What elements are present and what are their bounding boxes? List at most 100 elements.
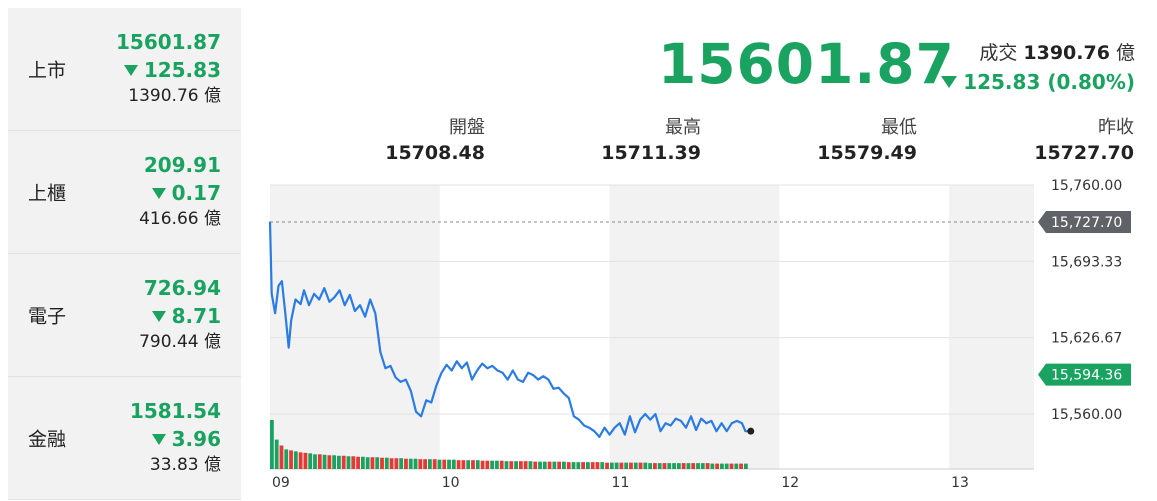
volume-bar (624, 462, 629, 469)
market-change: 3.96 (130, 425, 221, 453)
volume-bar (715, 463, 720, 469)
turnover-line: 成交 1390.76 億 (979, 38, 1135, 65)
volume-bar (389, 458, 394, 469)
last-price-badge-label: 15,594.36 (1051, 368, 1122, 384)
market-tab-listed[interactable]: 上市 15601.87 125.83 1390.76 億 (8, 8, 241, 131)
volume-bar (490, 460, 495, 469)
volume-bar (657, 463, 662, 469)
volume-bar (576, 462, 581, 469)
volume-bar (466, 460, 471, 469)
volume-bar (566, 462, 571, 469)
market-name: 電子 (28, 305, 67, 328)
volume-bar (705, 463, 710, 469)
market-change-value: 3.96 (171, 427, 221, 451)
market-index: 726.94 (143, 276, 221, 300)
volume-bar (332, 455, 337, 469)
x-tick-label: 13 (951, 475, 969, 491)
market-values: 726.94 8.71 790.44 億 (139, 274, 221, 354)
turnover-unit: 億 (1115, 42, 1135, 64)
volume-bar (523, 461, 528, 469)
main-index-value: 15601.87 (658, 32, 955, 96)
market-volume: 790.44 億 (139, 332, 221, 352)
volume-bar (404, 458, 408, 469)
down-triangle-icon (151, 188, 166, 199)
volume-bar (308, 453, 313, 469)
volume-bar (298, 452, 303, 469)
volume-bar (590, 462, 595, 469)
market-index: 1581.54 (129, 399, 221, 423)
volume-bar (356, 456, 360, 469)
y-tick-label: 15,760.00 (1051, 178, 1122, 194)
stat-value: 15708.48 (385, 142, 485, 164)
volume-bar (317, 454, 322, 469)
y-tick-label: 15,693.33 (1051, 254, 1122, 270)
volume-bar (514, 461, 518, 469)
market-tab-otc[interactable]: 上櫃 209.91 0.17 416.66 億 (8, 131, 241, 254)
volume-bar (351, 456, 356, 469)
last-price-badge (1038, 363, 1131, 386)
volume-bar (585, 462, 590, 469)
volume-bar (394, 458, 399, 469)
volume-bar (322, 454, 327, 469)
volume-bar (643, 462, 648, 469)
volume-bar (337, 455, 341, 469)
volume-bar (423, 459, 427, 469)
x-tick-label: 11 (612, 475, 630, 491)
volume-bar (581, 462, 585, 469)
stat-value: 15579.49 (817, 142, 917, 164)
volume-bar (662, 463, 667, 469)
volume-bar (710, 463, 715, 469)
stat-value: 15727.70 (1034, 142, 1134, 164)
volume-bar (648, 463, 653, 469)
market-sidebar: 上市 15601.87 125.83 1390.76 億 上櫃 209.91 0… (8, 8, 241, 501)
y-tick-label: 15,626.67 (1051, 331, 1122, 347)
stat-prev-close: 昨收 15727.70 (1034, 116, 1134, 166)
volume-bar (279, 445, 284, 469)
volume-bar (509, 461, 514, 469)
volume-bar (284, 449, 289, 469)
main-change: 125.83 (0.80%) (941, 70, 1135, 94)
market-change-value: 0.17 (171, 181, 221, 205)
volume-bar (600, 462, 605, 469)
volume-bar (447, 459, 451, 469)
stat-open: 開盤 15708.48 (385, 116, 485, 166)
volume-bar (384, 457, 389, 469)
volume-bar (293, 451, 298, 469)
market-change-value: 125.83 (143, 58, 221, 82)
market-values: 15601.87 125.83 1390.76 億 (116, 28, 221, 108)
volume-bar (303, 452, 308, 469)
volume-bar (619, 462, 624, 469)
last-point (747, 427, 755, 435)
market-index: 209.91 (143, 153, 221, 177)
volume-bar (676, 463, 681, 469)
market-tab-electronics[interactable]: 電子 726.94 8.71 790.44 億 (8, 254, 241, 377)
volume-bar (595, 462, 600, 469)
down-triangle-icon (123, 65, 138, 76)
reference-badge (1038, 210, 1131, 233)
market-tab-finance[interactable]: 金融 1581.54 3.96 33.83 億 (8, 377, 241, 500)
volume-bar (437, 459, 442, 469)
volume-bar (691, 463, 696, 469)
volume-bar (609, 462, 614, 469)
volume-bar (461, 460, 466, 469)
volume-bar (475, 460, 480, 469)
volume-bar (375, 457, 380, 469)
volume-bar (696, 463, 700, 469)
volume-bar (313, 454, 317, 469)
market-volume: 33.83 億 (149, 455, 221, 475)
market-values: 209.91 0.17 416.66 億 (139, 151, 221, 231)
volume-bar (270, 420, 274, 469)
volume-bar (480, 460, 485, 469)
volume-bar (729, 463, 734, 469)
market-change-value: 8.71 (171, 304, 221, 328)
down-triangle-icon (151, 434, 166, 445)
stat-label: 最高 (665, 117, 701, 138)
volume-bar (370, 457, 375, 469)
market-volume: 1390.76 億 (128, 86, 221, 106)
market-name: 金融 (28, 428, 67, 451)
volume-bar (681, 463, 686, 469)
volume-bar (451, 459, 456, 469)
volume-bar (653, 463, 657, 469)
stat-label: 昨收 (1098, 117, 1134, 138)
volume-bar (504, 461, 509, 469)
